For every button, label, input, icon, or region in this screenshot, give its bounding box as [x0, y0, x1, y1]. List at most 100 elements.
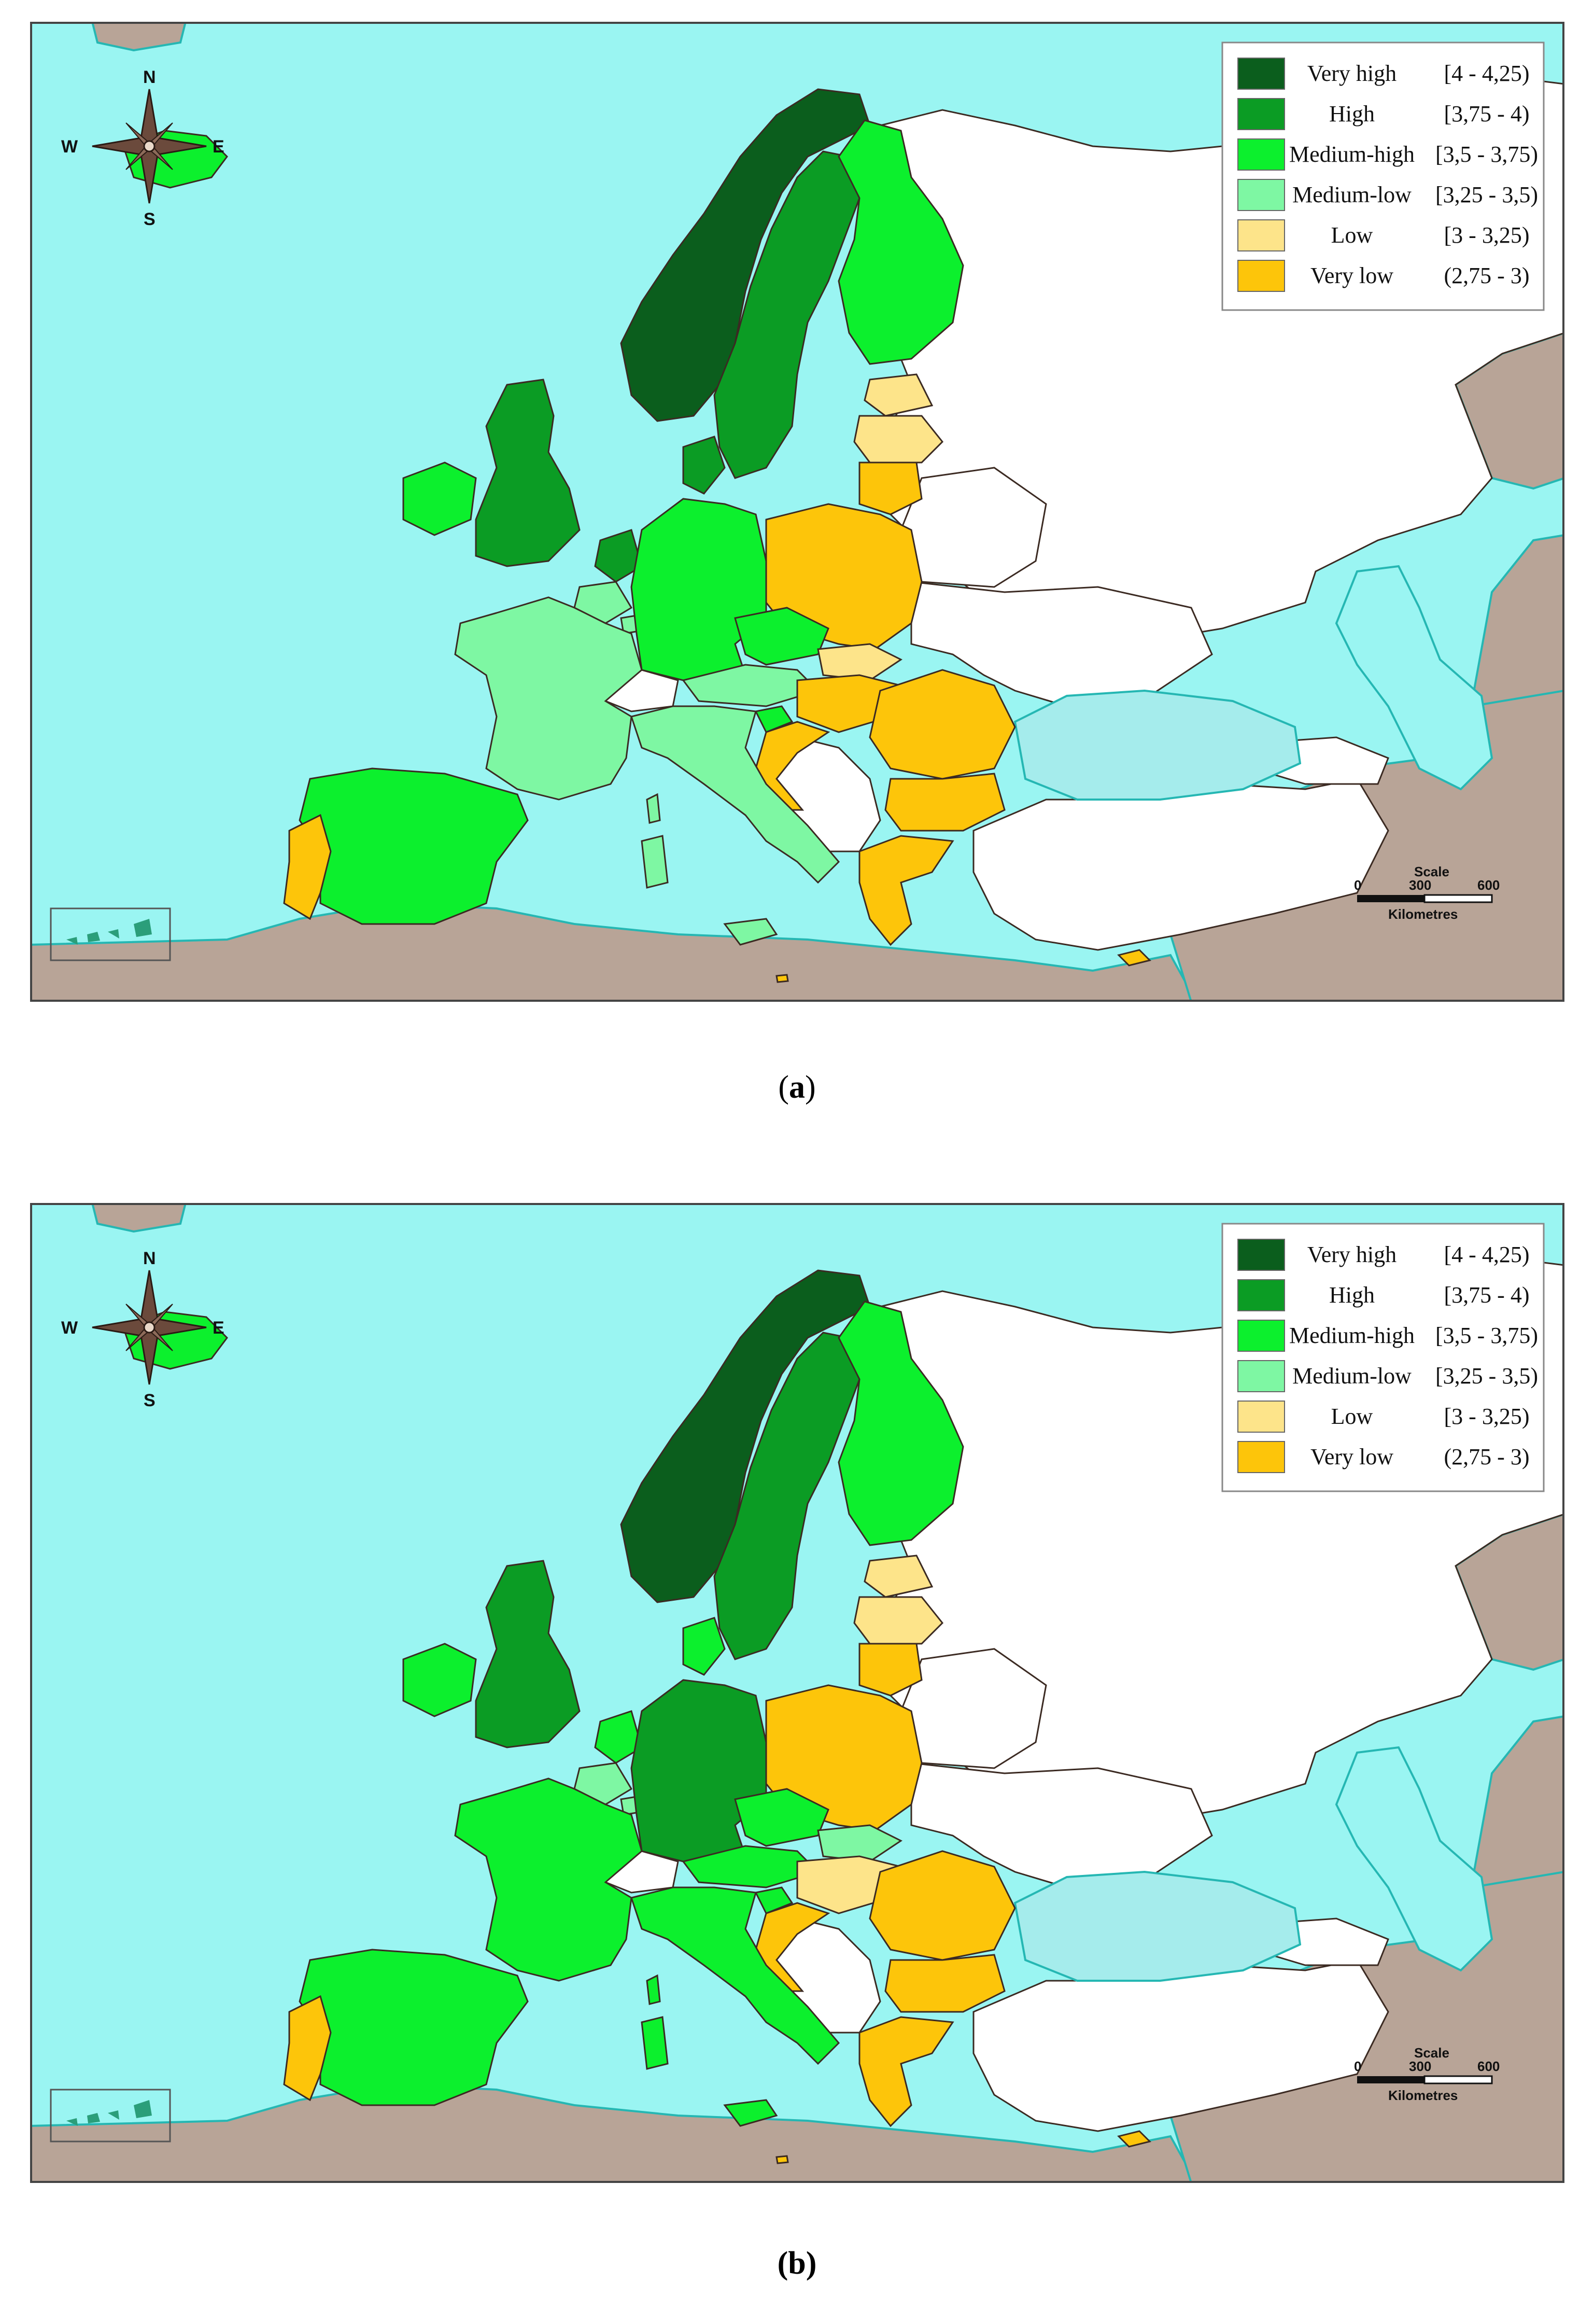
- scale-bar: Scale 0 300 600 Kilometres: [1354, 864, 1500, 922]
- country-bulgaria: [884, 1954, 1006, 2013]
- caspian-sea: [1335, 1746, 1493, 1972]
- legend-label: High: [1329, 101, 1375, 127]
- legend-item: Very low (2,75 - 3): [1237, 260, 1530, 292]
- legend-item: Very low (2,75 - 3): [1237, 1441, 1530, 1473]
- legend-item: Medium-low [3,25 - 3,5): [1237, 179, 1538, 211]
- country-italy-sardinia: [641, 2016, 669, 2070]
- compass-rose-icon: N S E W: [61, 67, 224, 229]
- legend-swatch: [1237, 138, 1285, 171]
- country-czechia: [734, 607, 829, 666]
- country-germany: [630, 498, 767, 681]
- country-italy-sicily: [723, 2099, 778, 2127]
- legend-swatch: [1237, 260, 1285, 292]
- legend-swatch: [1237, 179, 1285, 211]
- country-latvia: [853, 415, 944, 464]
- legend-label: High: [1329, 1282, 1375, 1308]
- legend-item: Very high [4 - 4,25): [1237, 1239, 1530, 1271]
- legend-range: [4 - 4,25): [1444, 1242, 1530, 1267]
- legend-label: Low: [1331, 1404, 1373, 1429]
- legend-range: [3,25 - 3,5): [1435, 182, 1538, 207]
- legend: Very high [4 - 4,25) High [3,75 - 4) Medium-…: [1221, 41, 1545, 311]
- scale-unit: Kilometres: [1388, 906, 1458, 922]
- legend-range: (2,75 - 3): [1444, 1444, 1530, 1469]
- scale-unit: Kilometres: [1388, 2088, 1458, 2103]
- legend-range: [3 - 3,25): [1444, 222, 1530, 248]
- country-netherlands: [594, 1710, 643, 1764]
- legend-range: [3,75 - 4): [1444, 1282, 1530, 1308]
- legend-item: Low [3 - 3,25): [1237, 1401, 1529, 1433]
- legend-label: Medium-low: [1292, 182, 1412, 207]
- country-lithuania: [858, 461, 923, 515]
- scale-tick-0: 0: [1354, 2059, 1361, 2074]
- legend-label: Very low: [1310, 263, 1393, 288]
- legend-item: Very high [4 - 4,25): [1237, 58, 1529, 90]
- country-finland: [838, 1300, 964, 1546]
- country-portugal: [283, 814, 332, 920]
- country-slovakia: [817, 643, 902, 681]
- country-norway: [620, 88, 871, 422]
- country-sweden: [713, 150, 861, 479]
- legend-swatch: [1237, 98, 1285, 130]
- legend-label: Very high: [1307, 61, 1396, 86]
- country-latvia: [853, 1596, 944, 1645]
- country-cyprus: [1117, 2130, 1151, 2148]
- legend-item: Medium-low [3,25 - 3,5): [1237, 1360, 1538, 1392]
- country-bulgaria: [884, 773, 1006, 832]
- scale-title: Scale: [1414, 864, 1449, 879]
- country-ireland: [402, 1643, 477, 1717]
- caspian-sea: [1335, 565, 1493, 791]
- scale-title: Scale: [1414, 2045, 1449, 2061]
- legend: Very high [4 - 4,25) High [3,75 - 4) Medium-…: [1221, 1223, 1545, 1492]
- legend-label: Low: [1331, 222, 1373, 248]
- country-slovenia: [754, 1886, 794, 1914]
- central-asia: [1470, 534, 1564, 708]
- country-denmark: [682, 1617, 726, 1676]
- legend-label: Medium-high: [1289, 142, 1415, 167]
- canary-inset: [50, 2089, 171, 2143]
- legend-swatch: [1237, 1401, 1285, 1433]
- legend-label: Very low: [1310, 1444, 1393, 1469]
- canary-islands: [66, 919, 152, 945]
- country-italy: [630, 705, 840, 884]
- country-greece: [858, 835, 954, 946]
- compass-w: W: [61, 1318, 78, 1338]
- compass-n: N: [143, 67, 156, 87]
- country-france: [454, 596, 643, 801]
- map-panel-a: N S E W Very high [4 - 4,25) High [3,75 - 4…: [30, 22, 1564, 1002]
- country-germany: [630, 1679, 767, 1863]
- country-denmark: [682, 436, 726, 495]
- country-portugal: [283, 1995, 332, 2102]
- country-uk: [475, 1560, 581, 1748]
- compass-e: E: [213, 137, 224, 157]
- country-greece: [858, 2016, 954, 2127]
- caption-a: (a): [778, 1070, 816, 1105]
- legend-range: (2,75 - 3): [1444, 263, 1530, 288]
- greenland: [91, 22, 187, 52]
- canary-inset: [50, 907, 171, 961]
- map-frame: [30, 1203, 1564, 2183]
- country-ireland: [402, 461, 477, 536]
- scale-tick-2: 600: [1477, 877, 1500, 893]
- legend-range: [3,25 - 3,5): [1435, 1363, 1538, 1389]
- compass-rose-icon: N S E W: [61, 1249, 224, 1410]
- country-slovenia: [754, 705, 794, 733]
- legend-swatch: [1237, 1320, 1285, 1352]
- country-belgium: [573, 581, 633, 624]
- legend-range: [3,5 - 3,75): [1435, 142, 1538, 167]
- compass-e: E: [213, 1318, 224, 1338]
- scale-tick-1: 300: [1409, 877, 1431, 893]
- caption-b: (b): [777, 2246, 817, 2281]
- country-czechia: [734, 1788, 829, 1847]
- country-estonia: [864, 1555, 934, 1598]
- legend-label: Medium-low: [1292, 1363, 1412, 1389]
- country-romania: [869, 669, 1016, 780]
- legend-item: High [3,75 - 4): [1237, 98, 1529, 130]
- scale-tick-0: 0: [1354, 877, 1361, 893]
- greenland: [91, 1203, 187, 1233]
- country-france-corsica: [646, 793, 661, 824]
- caption-b-letter: b: [788, 2246, 806, 2281]
- country-finland: [838, 119, 964, 365]
- map-frame: [30, 22, 1564, 1002]
- country-estonia: [864, 373, 934, 417]
- black-sea: [1013, 689, 1302, 801]
